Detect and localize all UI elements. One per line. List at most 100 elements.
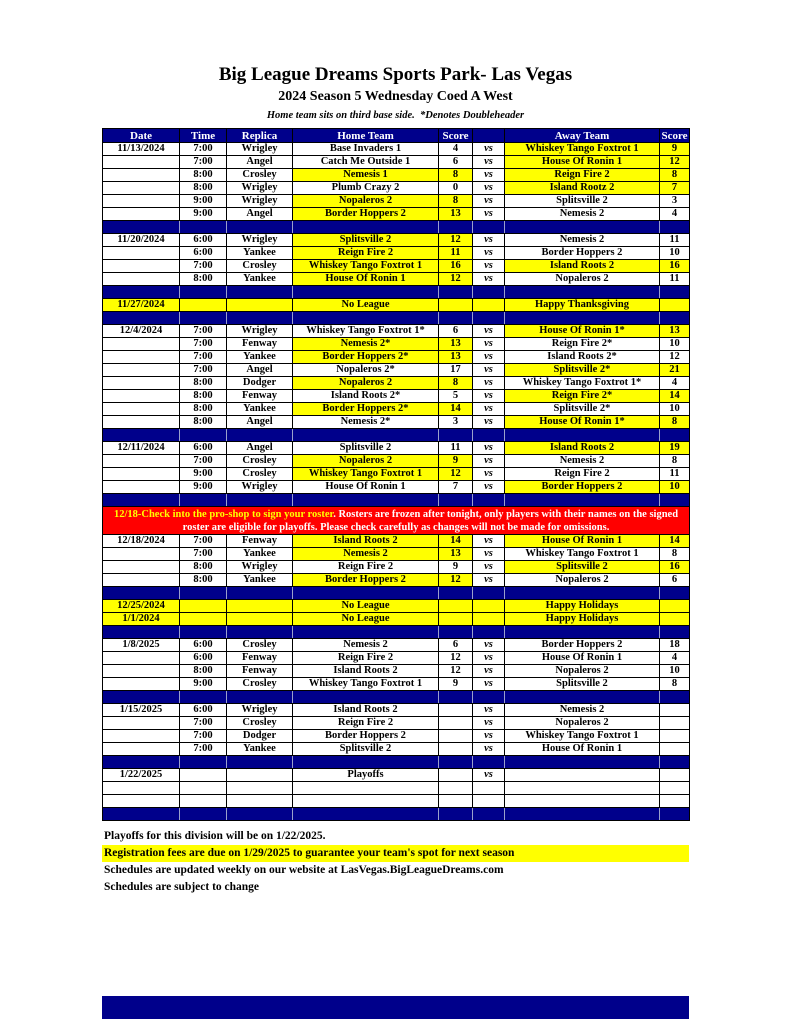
home-score-cell: 12 [438,272,473,286]
away-team-cell: Reign Fire 2* [504,337,660,351]
sep-cell [472,807,505,821]
date-cell [102,376,180,390]
sep-cell [226,428,293,442]
replica-cell: Fenway [226,534,293,548]
away-team-cell: Reign Fire 2 [504,467,660,481]
sep-row [102,493,690,507]
replica-cell: Wrigley [226,142,293,156]
empty-cell [179,781,227,795]
away-team-cell: Nemesis 2 [504,233,660,247]
date-cell [102,573,180,587]
date-cell [102,415,180,429]
time-cell: 8:00 [179,168,227,182]
time-cell [179,768,227,782]
date-cell [102,337,180,351]
home-team-cell: Border Hoppers 2 [292,207,439,221]
column-header-away-team: Away Team [504,128,660,143]
replica-cell [226,612,293,626]
sep-cell [659,690,690,704]
away-team-cell: Splitsville 2 [504,677,660,691]
empty-cell [472,794,505,808]
date-cell [102,467,180,481]
game-row: 7:00 Angel Catch Me Outside 1 6 vs House Of R… [102,155,690,169]
vs-cell: vs [472,480,505,494]
home-team-cell: Nopaleros 2 [292,194,439,208]
footer-playoffs-note: Playoffs for this division will be on 1/… [104,830,326,842]
sep-cell [504,493,660,507]
sep-cell [472,625,505,639]
away-score-cell: 10 [659,337,690,351]
time-cell: 7:00 [179,324,227,338]
sep-cell [226,220,293,234]
column-header-home-team: Home Team [292,128,439,143]
game-row: 7:00 Crosley Reign Fire 2 vs Nopaleros 2 [102,716,690,730]
date-cell: 12/25/2024 [102,599,180,613]
sep-cell [102,625,180,639]
home-team-cell: Island Roots 2 [292,664,439,678]
sep-cell [179,755,227,769]
home-score-cell: 12 [438,233,473,247]
vs-cell: vs [472,181,505,195]
empty-cell [226,794,293,808]
away-score-cell: 21 [659,363,690,377]
time-cell: 6:00 [179,651,227,665]
sep-cell [659,220,690,234]
date-cell [102,547,180,561]
sep-cell [438,493,473,507]
time-cell: 8:00 [179,664,227,678]
vs-cell: vs [472,441,505,455]
sep-cell [504,586,660,600]
away-team-cell: Splitsville 2 [504,194,660,208]
sep-cell [472,220,505,234]
home-score-cell: 9 [438,560,473,574]
game-row: 9:00 Crosley Whiskey Tango Foxtrot 1 12 vs Re… [102,467,690,481]
game-row: 11/13/2024 7:00 Wrigley Base Invaders 1 4 vs W… [102,142,690,156]
home-score-cell [438,612,473,626]
home-score-cell: 7 [438,480,473,494]
date-cell [102,742,180,756]
sep-cell [102,807,180,821]
vs-cell: vs [472,142,505,156]
vs-cell: vs [472,560,505,574]
away-score-cell [659,729,690,743]
away-score-cell [659,768,690,782]
replica-cell: Angel [226,155,293,169]
game-row: 7:00 Angel Nopaleros 2* 17 vs Splitsville 2* 2… [102,363,690,377]
replica-cell: Wrigley [226,181,293,195]
sep-cell [472,428,505,442]
home-team-cell: Border Hoppers 2* [292,350,439,364]
sep-row [102,690,690,704]
home-team-cell: Nemesis 2 [292,547,439,561]
home-team-cell: Whiskey Tango Foxtrot 1* [292,324,439,338]
sep-row [102,220,690,234]
away-score-cell: 11 [659,272,690,286]
game-row: 7:00 Yankee Splitsville 2 vs House Of Ronin … [102,742,690,756]
replica-cell: Dodger [226,729,293,743]
vs-cell: vs [472,729,505,743]
empty-cell [102,781,180,795]
away-score-cell: 10 [659,664,690,678]
date-cell: 12/18/2024 [102,534,180,548]
home-team-cell: Whiskey Tango Foxtrot 1 [292,467,439,481]
home-team-cell: Island Roots 2 [292,534,439,548]
vs-cell: vs [472,534,505,548]
date-cell [102,207,180,221]
away-score-cell: 11 [659,233,690,247]
sep-cell [179,493,227,507]
sep-cell [102,690,180,704]
replica-cell: Crosley [226,677,293,691]
away-score-cell: 12 [659,350,690,364]
away-team-cell: Nemesis 2 [504,703,660,717]
away-score-cell: 10 [659,402,690,416]
holiday-label-cell: No League [292,599,439,613]
column-header-score: Score [438,128,473,143]
home-team-cell: Border Hoppers 2 [292,573,439,587]
replica-cell: Yankee [226,547,293,561]
time-cell [179,612,227,626]
game-row: 8:00 Angel Nemesis 2* 3 vs House Of Ronin 1* 8 [102,415,690,429]
sep-cell [179,428,227,442]
date-cell: 12/11/2024 [102,441,180,455]
